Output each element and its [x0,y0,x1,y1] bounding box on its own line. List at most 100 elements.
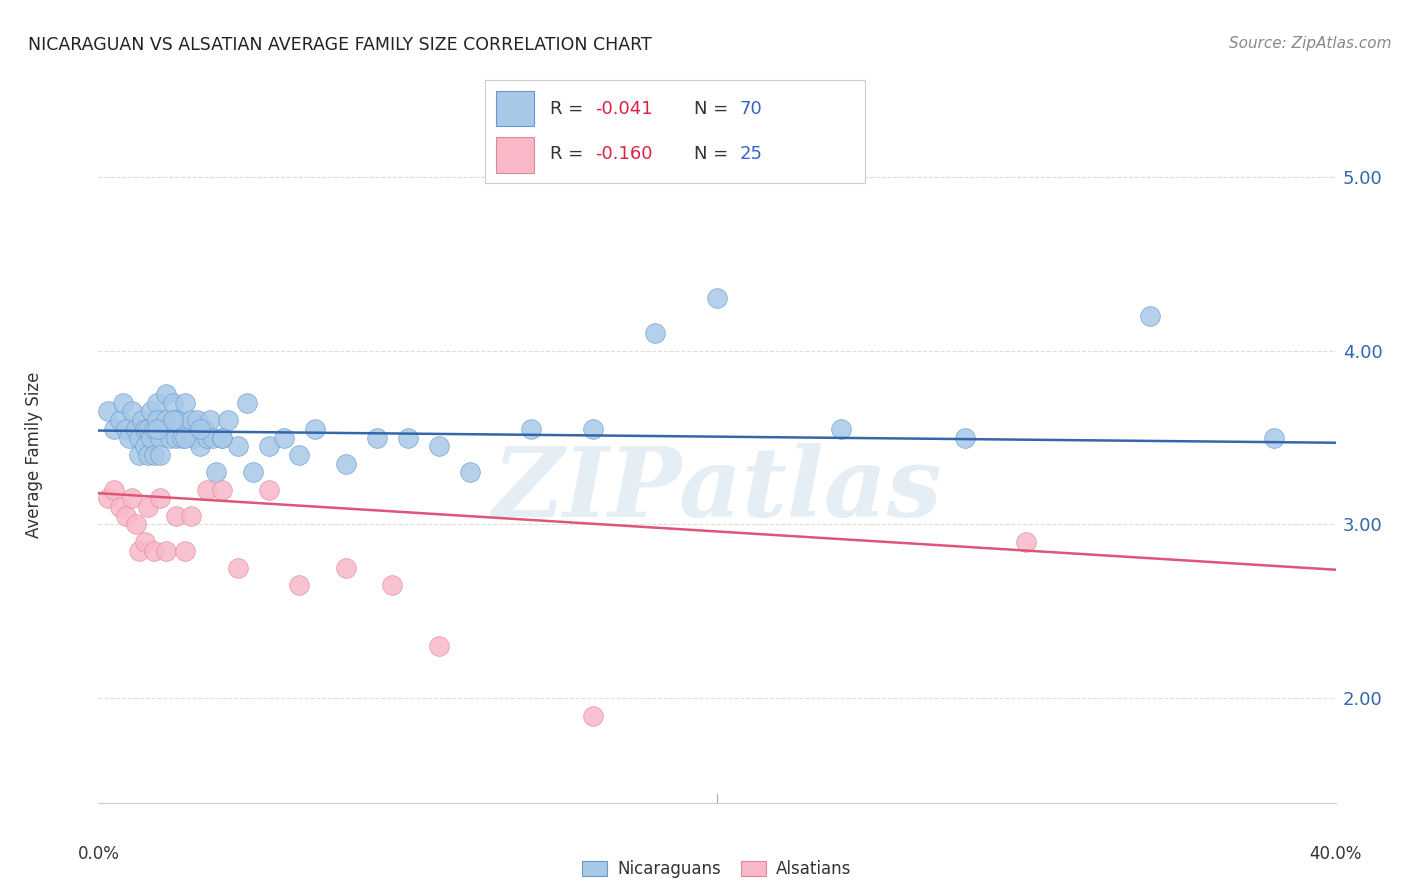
Point [103,483,125,497]
Point [165,508,187,523]
Point [103,422,125,436]
Point [335,457,357,471]
Point [97,491,120,506]
Text: -0.160: -0.160 [595,145,652,163]
Text: 0.0%: 0.0% [77,845,120,863]
Point [149,448,172,462]
Point [288,448,311,462]
Point [162,413,184,427]
Point [201,431,224,445]
Point [97,404,120,418]
Point [108,500,131,514]
Point [226,439,249,453]
Point [193,422,215,436]
Point [211,431,233,445]
Point [146,396,169,410]
Point [1015,534,1038,549]
Point [520,422,543,436]
Point [582,708,605,723]
Point [304,422,326,436]
Point [381,578,404,592]
Point [108,413,131,427]
Text: NICARAGUAN VS ALSATIAN AVERAGE FAMILY SIZE CORRELATION CHART: NICARAGUAN VS ALSATIAN AVERAGE FAMILY SI… [28,36,652,54]
Point [128,543,150,558]
Point [136,500,159,514]
Point [136,448,159,462]
Point [155,413,177,427]
Point [953,431,976,445]
Point [134,439,156,453]
Point [427,439,450,453]
Point [174,431,197,445]
Text: Average Family Size: Average Family Size [25,372,42,538]
Text: N =: N = [695,145,734,163]
Point [366,431,388,445]
Point [152,422,174,436]
Point [121,404,143,418]
Point [427,639,450,653]
Point [165,413,187,427]
Point [136,422,159,436]
Point [1263,431,1285,445]
Point [159,431,181,445]
Point [139,404,162,418]
Point [124,517,146,532]
Point [149,431,172,445]
Point [131,413,153,427]
Point [195,431,218,445]
Bar [496,136,534,173]
Point [273,431,295,445]
Point [288,578,311,592]
Text: ZIPatlas: ZIPatlas [492,442,942,537]
Point [155,543,177,558]
Point [644,326,666,341]
Point [177,422,200,436]
Point [174,396,197,410]
Point [1139,309,1161,323]
Point [118,431,141,445]
Point [115,508,138,523]
Point [183,431,205,445]
Point [830,422,852,436]
Point [170,431,193,445]
Text: -0.041: -0.041 [595,100,652,118]
Point [458,466,481,480]
Point [146,413,169,427]
Point [211,483,233,497]
Point [121,491,143,506]
Point [174,543,197,558]
Point [257,439,280,453]
Text: 25: 25 [740,145,762,163]
Point [211,431,233,445]
Text: R =: R = [550,100,589,118]
Text: N =: N = [695,100,734,118]
Point [124,422,146,436]
Point [257,483,280,497]
Point [134,422,156,436]
Bar [496,91,534,127]
Point [139,431,162,445]
Point [165,431,187,445]
Point [143,543,166,558]
Text: 40.0%: 40.0% [1309,845,1362,863]
Point [128,431,150,445]
Text: 70: 70 [740,100,762,118]
Point [195,483,218,497]
Point [180,413,202,427]
Point [242,466,264,480]
Point [190,439,212,453]
Point [143,448,166,462]
Point [198,413,221,427]
Point [134,534,156,549]
Point [128,448,150,462]
Point [582,422,605,436]
Point [396,431,419,445]
Point [112,396,135,410]
Point [155,387,177,401]
Point [143,422,166,436]
Point [236,396,259,410]
Point [190,422,212,436]
Text: Source: ZipAtlas.com: Source: ZipAtlas.com [1229,36,1392,51]
Point [162,396,184,410]
Point [335,561,357,575]
